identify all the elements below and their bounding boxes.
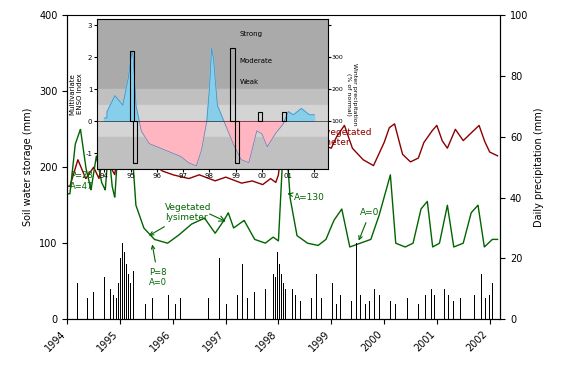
Bar bbox=[492, 283, 493, 319]
Bar bbox=[474, 295, 475, 319]
Bar bbox=[340, 295, 341, 319]
Bar bbox=[97, 89, 328, 105]
Bar bbox=[180, 298, 181, 319]
Bar bbox=[273, 274, 274, 319]
Bar bbox=[407, 298, 408, 319]
Y-axis label: Daily precipitation (mm): Daily precipitation (mm) bbox=[534, 108, 544, 227]
Bar bbox=[208, 298, 209, 319]
Bar bbox=[305, 304, 306, 319]
Bar bbox=[130, 283, 131, 319]
Bar bbox=[97, 105, 328, 137]
Bar bbox=[471, 298, 472, 319]
Bar bbox=[116, 298, 117, 319]
Bar bbox=[316, 274, 317, 319]
Bar bbox=[235, 121, 239, 163]
Bar bbox=[87, 298, 88, 319]
Bar bbox=[489, 295, 490, 319]
Bar bbox=[332, 283, 333, 319]
Text: A=130: A=130 bbox=[288, 193, 325, 202]
Bar bbox=[448, 295, 449, 319]
Bar bbox=[413, 301, 414, 319]
Bar bbox=[374, 289, 375, 319]
Bar bbox=[122, 243, 123, 319]
Bar bbox=[104, 277, 105, 319]
Bar bbox=[279, 264, 280, 319]
Bar bbox=[226, 304, 227, 319]
Bar bbox=[254, 292, 255, 319]
Bar bbox=[356, 243, 357, 319]
Bar bbox=[126, 264, 127, 319]
Bar bbox=[385, 298, 386, 319]
Bar bbox=[265, 289, 266, 319]
Bar bbox=[460, 298, 461, 319]
Bar bbox=[495, 301, 496, 319]
Bar bbox=[164, 264, 166, 319]
Bar bbox=[283, 283, 284, 319]
Text: Strong: Strong bbox=[240, 31, 263, 37]
Bar bbox=[351, 301, 352, 319]
Bar bbox=[453, 301, 454, 319]
Bar bbox=[481, 274, 482, 319]
Text: Moderate: Moderate bbox=[240, 58, 273, 64]
Bar bbox=[128, 274, 129, 319]
Y-axis label: Multivariate
ENSO Index: Multivariate ENSO Index bbox=[70, 73, 82, 115]
Text: Nonvegetated
lysimeter: Nonvegetated lysimeter bbox=[308, 128, 372, 147]
Bar bbox=[485, 298, 486, 319]
Bar bbox=[434, 295, 435, 319]
Bar bbox=[369, 301, 370, 319]
Bar bbox=[258, 112, 262, 121]
Bar bbox=[311, 298, 312, 319]
Text: P=8
A=0: P=8 A=0 bbox=[149, 245, 167, 287]
Bar bbox=[97, 169, 328, 233]
Bar bbox=[283, 112, 286, 121]
Bar bbox=[300, 301, 301, 319]
Bar bbox=[242, 264, 243, 319]
Bar bbox=[97, 10, 328, 89]
Bar bbox=[237, 295, 238, 319]
Bar bbox=[168, 295, 169, 319]
Bar bbox=[365, 304, 366, 319]
Bar bbox=[77, 283, 78, 319]
Bar bbox=[133, 121, 136, 163]
Bar bbox=[158, 301, 159, 319]
Bar bbox=[110, 289, 111, 319]
Bar bbox=[431, 289, 432, 319]
Bar bbox=[106, 295, 107, 319]
Bar bbox=[113, 295, 114, 319]
Bar bbox=[395, 304, 396, 319]
Bar bbox=[130, 51, 135, 121]
Bar bbox=[230, 48, 235, 121]
Bar bbox=[292, 289, 293, 319]
Bar bbox=[124, 252, 125, 319]
Bar bbox=[418, 304, 419, 319]
Bar bbox=[478, 301, 479, 319]
Bar bbox=[281, 274, 282, 319]
Bar bbox=[175, 304, 176, 319]
Bar bbox=[118, 283, 119, 319]
Text: P=28
A=47: P=28 A=47 bbox=[70, 171, 93, 191]
Bar bbox=[390, 301, 391, 319]
Y-axis label: Soil water storage (mm): Soil water storage (mm) bbox=[23, 108, 33, 226]
Bar bbox=[336, 304, 337, 319]
Bar bbox=[321, 298, 322, 319]
Bar bbox=[185, 304, 187, 319]
Bar bbox=[444, 289, 445, 319]
Bar bbox=[277, 252, 278, 319]
Text: Vegetated
lysimeter: Vegetated lysimeter bbox=[150, 203, 211, 235]
Y-axis label: Winter precipitation
(% of normal): Winter precipitation (% of normal) bbox=[346, 63, 357, 125]
Bar bbox=[441, 264, 442, 319]
Bar bbox=[247, 298, 248, 319]
Bar bbox=[97, 137, 328, 169]
Text: A=0: A=0 bbox=[359, 208, 380, 239]
Bar bbox=[145, 304, 146, 319]
Bar bbox=[326, 292, 328, 319]
Text: Weak: Weak bbox=[240, 79, 259, 85]
